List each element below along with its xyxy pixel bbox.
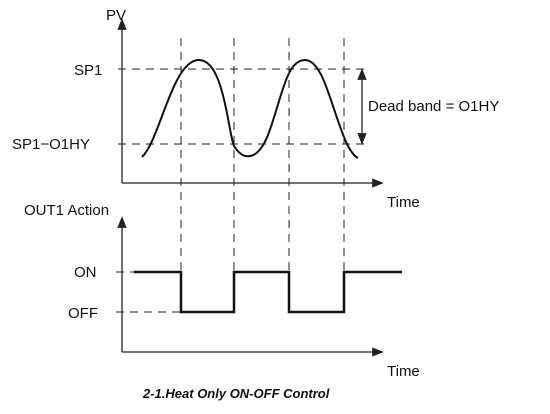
out1-axis-label: OUT1 Action — [24, 202, 109, 219]
pv-curve — [141, 58, 359, 159]
on-label: ON — [74, 264, 97, 281]
off-label: OFF — [68, 305, 98, 322]
sp1-hysteresis-label: SP1−O1HY — [12, 136, 90, 153]
out1-square-wave — [134, 270, 402, 314]
pv-graph: PV Time SP1 SP1−O1HY Dead band = O1HY — [12, 7, 499, 211]
pv-time-label: Time — [387, 194, 420, 211]
out1-action-graph: OUT1 Action Time ON OFF — [24, 202, 420, 380]
pv-axis-label: PV — [106, 7, 126, 24]
out1-time-label: Time — [387, 363, 420, 380]
switching-reference-lines — [180, 38, 345, 312]
figure-caption: 2-1.Heat Only ON-OFF Control — [142, 386, 330, 401]
dead-band-label: Dead band = O1HY — [368, 98, 499, 115]
sp1-label: SP1 — [74, 62, 102, 79]
